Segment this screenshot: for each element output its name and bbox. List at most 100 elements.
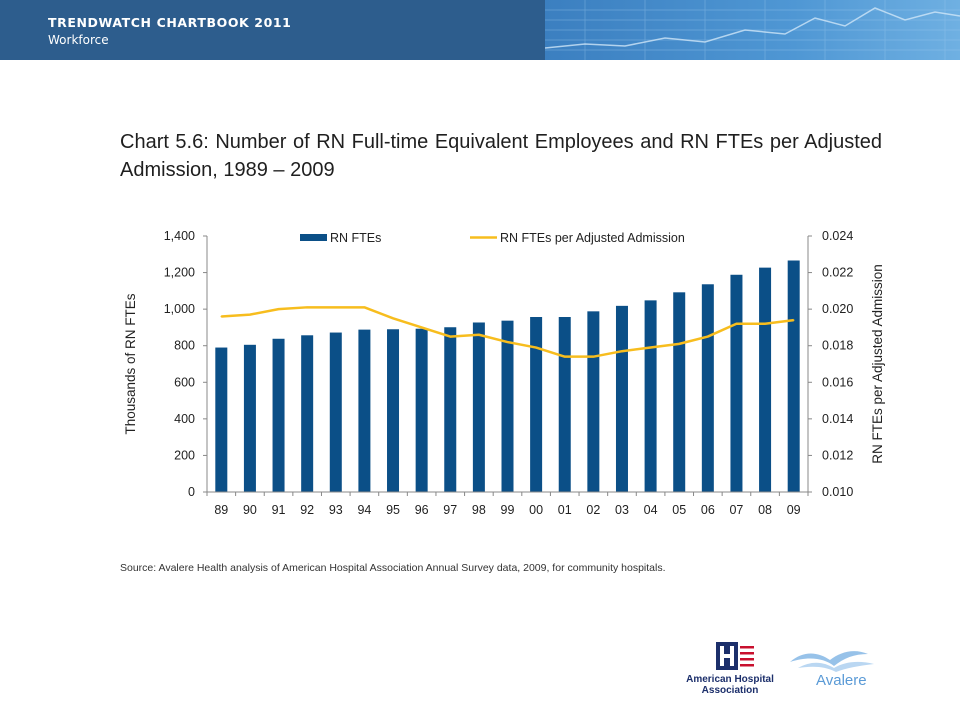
x-tick-label: 89 [214, 503, 228, 517]
left-y-ticks: 0 200 400 600 800 1,000 1,200 1,400 [164, 229, 207, 499]
line-point-97 [449, 335, 452, 338]
right-tick-label: 0.022 [822, 266, 853, 280]
x-tick-label: 05 [672, 503, 686, 517]
header-subtitle: Workforce [48, 33, 109, 47]
bar-06 [701, 284, 714, 492]
avalere-logo-text: Avalere [816, 672, 867, 689]
x-tick-label: 99 [501, 503, 515, 517]
line-point-04 [649, 346, 652, 349]
right-tick-label: 0.012 [822, 448, 853, 462]
left-tick-label: 1,000 [164, 302, 195, 316]
x-tick-label: 91 [272, 503, 286, 517]
x-tick-label: 08 [758, 503, 772, 517]
bar-00 [530, 317, 543, 492]
right-y-ticks: 0.010 0.012 0.014 0.016 0.018 0.020 0.022 0.024 [808, 229, 853, 499]
right-y-axis-label: RN FTEs per Adjusted Admission [870, 264, 885, 464]
right-tick-label: 0.014 [822, 412, 853, 426]
x-tick-label: 00 [529, 503, 543, 517]
x-tick-label: 09 [787, 503, 801, 517]
x-tick-label: 95 [386, 503, 400, 517]
bar-91 [272, 338, 285, 492]
aha-logo-line2: Association [701, 685, 759, 696]
x-tick-label: 02 [586, 503, 600, 517]
left-tick-label: 600 [174, 375, 195, 389]
left-tick-label: 400 [174, 412, 195, 426]
bar-90 [243, 344, 256, 492]
x-tick-label: 06 [701, 503, 715, 517]
left-tick-label: 1,400 [164, 229, 195, 243]
line-point-05 [678, 343, 681, 345]
bar-08 [759, 267, 772, 492]
aha-logo-line1: American Hospital [686, 674, 774, 685]
line-point-90 [249, 313, 251, 316]
line-point-08 [764, 322, 766, 325]
right-tick-label: 0.024 [822, 229, 853, 243]
avalere-logo-mark [790, 651, 874, 672]
bar-97 [444, 327, 457, 492]
line-point-09 [792, 319, 795, 321]
x-tick-label: 03 [615, 503, 629, 517]
line-point-95 [392, 317, 394, 320]
bar-98 [472, 322, 485, 492]
bar-01 [558, 317, 571, 492]
line-point-99 [506, 341, 509, 343]
bar-94 [358, 329, 371, 492]
legend: RN FTEs RN FTEs per Adjusted Admission [300, 231, 685, 245]
line-point-07 [735, 322, 738, 325]
legend-bar-swatch [300, 234, 327, 241]
line-point-96 [420, 326, 423, 329]
line-point-92 [306, 306, 308, 309]
bar-05 [673, 292, 686, 492]
header-title: TRENDWATCH CHARTBOOK 2011 [48, 15, 292, 30]
bar-96 [415, 328, 428, 492]
right-tick-label: 0.016 [822, 375, 853, 389]
x-tick-label: 94 [357, 503, 371, 517]
legend-bar-label: RN FTEs [330, 231, 381, 245]
bar-95 [387, 329, 400, 492]
line-point-93 [334, 306, 337, 309]
bar-series [215, 260, 800, 492]
x-tick-label: 92 [300, 503, 314, 517]
bar-02 [587, 311, 600, 492]
header-banner: TRENDWATCH CHARTBOOK 2011 Workforce [0, 0, 960, 60]
left-tick-label: 0 [188, 485, 195, 499]
line-point-94 [363, 306, 366, 309]
right-tick-label: 0.018 [822, 339, 853, 353]
bar-04 [644, 300, 657, 492]
source-note: Source: Avalere Health analysis of Ameri… [120, 562, 666, 574]
x-tick-label: 98 [472, 503, 486, 517]
bar-99 [501, 320, 514, 492]
line-point-89 [220, 315, 223, 318]
header-art [544, 0, 960, 60]
aha-logo: American Hospital Association [678, 640, 782, 700]
avalere-logo: Avalere [784, 648, 884, 692]
header-graph-art [544, 0, 960, 60]
chart-title: Chart 5.6: Number of RN Full-time Equiva… [120, 131, 882, 181]
line-point-03 [621, 350, 623, 353]
x-tick-label: 96 [415, 503, 429, 517]
left-tick-label: 200 [174, 448, 195, 462]
bar-09 [787, 260, 800, 492]
bar-07 [730, 274, 743, 492]
bar-92 [301, 335, 314, 492]
x-tick-label: 93 [329, 503, 343, 517]
legend-line-label: RN FTEs per Adjusted Admission [500, 231, 685, 245]
right-tick-label: 0.020 [822, 302, 853, 316]
aha-logo-mark [716, 642, 754, 670]
line-point-06 [707, 335, 709, 338]
bar-03 [615, 305, 628, 492]
x-tick-label: 97 [443, 503, 457, 517]
x-tick-label: 04 [644, 503, 658, 517]
left-y-axis-label: Thousands of RN FTEs [123, 293, 138, 434]
x-tick-label: 01 [558, 503, 572, 517]
right-tick-label: 0.010 [822, 485, 853, 499]
line-series-group [220, 306, 795, 358]
line-point-01 [563, 355, 566, 358]
left-tick-label: 800 [174, 339, 195, 353]
x-tick-label: 07 [729, 503, 743, 517]
x-ticks: 89 90 91 92 93 94 95 96 97 98 99 00 01 02 03 04 05 06 07 08… [206, 492, 809, 517]
line-point-98 [478, 333, 480, 336]
left-tick-label: 1,200 [164, 266, 195, 280]
x-tick-label: 90 [243, 503, 257, 517]
